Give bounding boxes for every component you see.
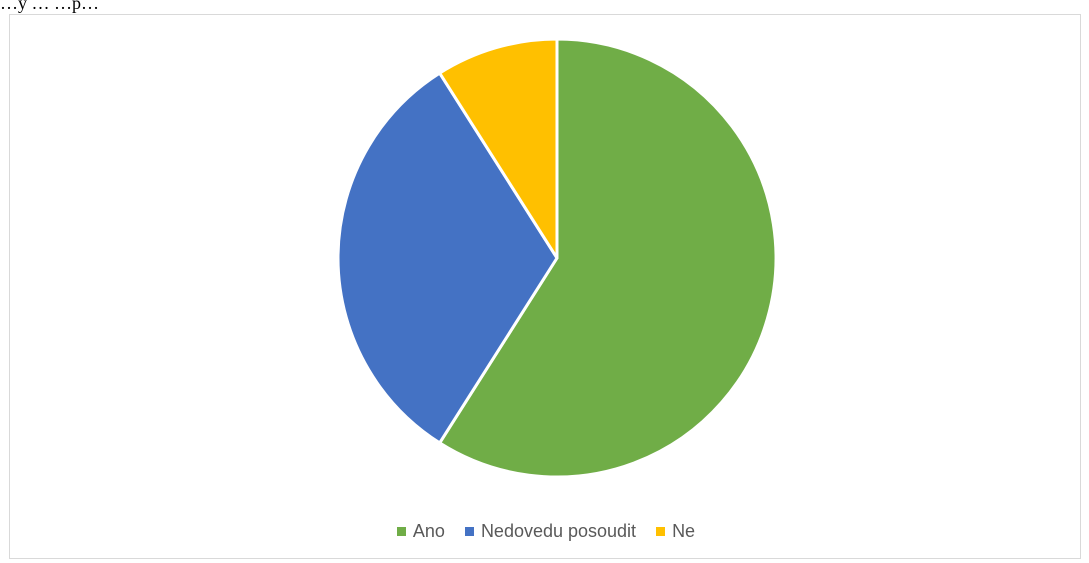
legend-label-ne: Ne <box>672 521 696 541</box>
legend-label-ano: Ano <box>412 521 445 541</box>
chart-legend: Ano Nedovedu posoudit Ne <box>10 521 1082 542</box>
cropped-heading-text: …y … …p… <box>0 0 99 13</box>
pie-slice-ano <box>438 37 778 479</box>
legend-item-nedovedu-posoudit: Nedovedu posoudit <box>464 521 637 542</box>
pie-slice-nedovedu-posoudit <box>336 71 559 445</box>
chart-area: Ano Nedovedu posoudit Ne <box>9 14 1081 559</box>
legend-swatch-nedovedu-posoudit <box>464 527 474 536</box>
legend-item-ne: Ne <box>656 521 695 542</box>
legend-swatch-ne <box>656 527 666 536</box>
legend-label-nedovedu-posoudit: Nedovedu posoudit <box>480 521 637 541</box>
pie-slice-ne <box>438 37 559 260</box>
legend-swatch-ano <box>396 527 406 536</box>
pie-chart <box>336 37 778 479</box>
legend-item-ano: Ano <box>396 521 445 542</box>
